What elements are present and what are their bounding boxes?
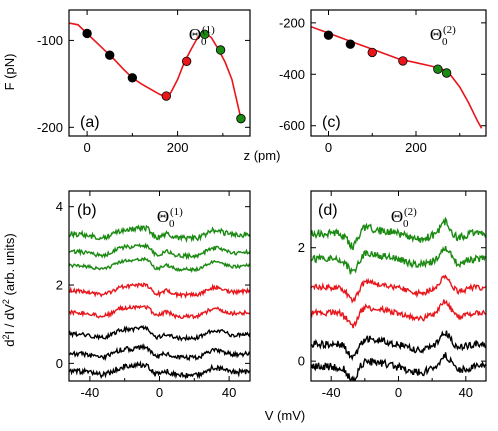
theta-label-d: Θ <box>391 207 403 226</box>
data-point-a-6 <box>215 45 226 55</box>
spectrum-trace-b-7 <box>69 224 250 244</box>
axis-frame-c <box>310 9 487 137</box>
data-point-c-3 <box>398 56 408 66</box>
y-axis-label-bottom: d2I / dV2 (arb. units) <box>1 233 17 346</box>
y-axis-label-top: F (pN) <box>2 54 17 91</box>
y-tick-label-b: 4 <box>56 199 63 214</box>
data-point-a-4 <box>181 56 192 66</box>
x-tick-label-c: 0 <box>325 140 332 155</box>
theta-sup-d: (2) <box>404 206 417 218</box>
plot-area-c <box>311 25 483 129</box>
spectrum-trace-b-6 <box>69 242 250 261</box>
spectrum-trace-b-1 <box>69 343 250 362</box>
spectrum-trace-b-5 <box>69 256 250 274</box>
x-tick-label-a: 200 <box>167 140 189 155</box>
data-point-c-5 <box>441 68 452 78</box>
y-tick-label-c: -200 <box>279 15 305 30</box>
data-point-c-2 <box>367 47 377 58</box>
x-tick-label-a: 0 <box>83 140 90 155</box>
y-tick-label-a: -100 <box>37 33 63 48</box>
theta-label-b: Θ <box>157 207 169 226</box>
spectrum-trace-d-5 <box>311 216 486 251</box>
x-tick-label-d: -40 <box>322 385 341 400</box>
theta-sub-b: 0 <box>169 218 175 230</box>
theta-sup-c: (2) <box>443 24 456 36</box>
x-tick-label-b: -40 <box>80 385 99 400</box>
theta-label-c: Θ <box>430 25 442 44</box>
y-tick-label-c: -600 <box>279 118 305 133</box>
axis-frame-a <box>68 9 251 137</box>
panel-label-d: (d) <box>318 202 338 219</box>
spectrum-trace-d-3 <box>311 274 486 304</box>
y-tick-label-c: -400 <box>279 67 305 82</box>
panel-label-a: (a) <box>80 114 100 131</box>
theta-label-a: Θ <box>189 25 201 44</box>
panel-c: 0 200-200-400-600 (c)Θ (2)0 <box>279 9 487 155</box>
panel-label-c: (c) <box>322 114 341 131</box>
spectrum-trace-b-2 <box>69 324 250 342</box>
theta-sub-c: 0 <box>442 36 448 48</box>
y-tick-label-b: 2 <box>56 278 63 293</box>
data-point-a-5 <box>200 29 210 40</box>
spectrum-trace-d-4 <box>311 245 486 275</box>
theta-sub-a: 0 <box>201 36 207 48</box>
spectrum-trace-b-3 <box>69 304 250 320</box>
y-tick-label-d: 0 <box>298 354 305 369</box>
data-point-a-0 <box>82 28 92 39</box>
spectrum-trace-d-1 <box>311 330 486 362</box>
data-point-a-7 <box>236 113 246 124</box>
data-point-c-1 <box>345 39 356 49</box>
data-point-c-0 <box>323 30 334 40</box>
spectrum-trace-d-2 <box>311 299 486 329</box>
theta-sup-a: (1) <box>202 24 215 36</box>
data-point-a-2 <box>127 73 138 83</box>
y-tick-label-d: 2 <box>298 240 305 255</box>
plot-area-a <box>69 22 246 124</box>
data-point-c-4 <box>433 64 443 74</box>
plot-area-b <box>69 224 250 380</box>
spectrum-trace-b-4 <box>69 282 250 299</box>
x-tick-label-b: 40 <box>222 385 236 400</box>
x-tick-label-d: 40 <box>459 385 473 400</box>
spectrum-trace-d-0 <box>311 352 486 381</box>
x-tick-label-c: 200 <box>405 140 427 155</box>
y-tick-label-a: -200 <box>37 120 63 135</box>
x-axis-label-bottom: V (mV) <box>265 408 305 423</box>
panel-a: 0 200-100-200 (a)Θ (1)0 <box>37 9 251 155</box>
spectrum-trace-b-0 <box>69 360 250 380</box>
panel-label-b: (b) <box>77 202 97 219</box>
x-axis-label-top: z (pm) <box>244 148 281 163</box>
force-curve-a <box>69 22 242 119</box>
x-tick-label-b: 0 <box>156 385 163 400</box>
theta-sub-d: 0 <box>403 218 409 230</box>
data-point-a-3 <box>161 91 171 101</box>
panels: 0 200-100-200 (a)Θ (1)00 200-200-400-600 (c)Θ… <box>37 9 487 400</box>
data-point-a-1 <box>105 50 115 60</box>
theta-sup-b: (1) <box>170 206 183 218</box>
plot-area-d <box>311 216 486 381</box>
x-tick-label-d: 0 <box>395 385 402 400</box>
y-tick-label-b: 0 <box>56 356 63 371</box>
